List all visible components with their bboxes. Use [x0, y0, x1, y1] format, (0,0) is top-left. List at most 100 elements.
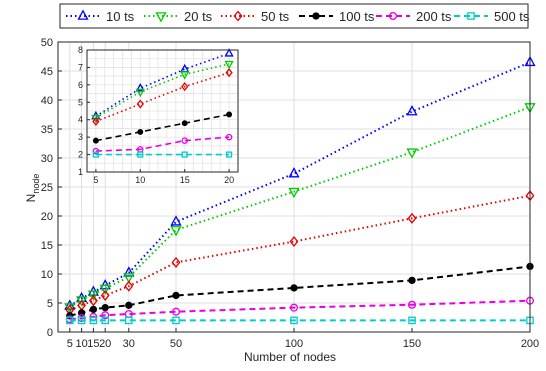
data-point: [87, 290, 99, 301]
inset-frame: [86, 49, 239, 173]
inset-y-tick-label: 8: [78, 45, 83, 55]
data-point: [290, 284, 298, 292]
data-point: [88, 295, 98, 307]
x-tick-label: 200: [521, 338, 539, 350]
x-tick-label: 15: [87, 338, 99, 350]
data-point: [288, 167, 300, 178]
inset-y-tick-label: 2: [78, 150, 83, 160]
inset-series-line: [95, 71, 230, 123]
data-point: [89, 305, 98, 314]
data-point: [125, 316, 133, 325]
y-tick-label: 35: [41, 124, 53, 136]
x-tick-label: 100: [285, 338, 303, 350]
y-tick-label: 15: [41, 240, 53, 252]
data-point: [76, 296, 88, 307]
inset-data-point: [181, 137, 188, 144]
data-point: [171, 256, 181, 268]
y-tick-label: 30: [41, 153, 53, 165]
data-point: [172, 291, 180, 300]
data-point: [171, 307, 181, 316]
inset-data-point: [137, 128, 144, 135]
legend-label: 200 ts: [416, 9, 452, 24]
y-tick-label: 10: [41, 269, 53, 281]
legend-marker: [388, 11, 398, 21]
data-point: [77, 316, 86, 325]
y-tick-label: 40: [41, 95, 53, 107]
y-tick-label: 25: [41, 182, 53, 194]
data-point: [289, 303, 299, 312]
data-point: [289, 235, 299, 248]
legend-box: [59, 3, 529, 29]
y-tick-label: 5: [47, 298, 53, 310]
inset-data-point: [92, 116, 100, 126]
data-point: [123, 273, 135, 284]
data-point: [408, 316, 416, 325]
data-point: [89, 316, 98, 325]
inset-data-point: [136, 99, 144, 109]
inset-data-point: [137, 151, 144, 158]
inset-data-point: [92, 147, 100, 155]
series-line: [69, 61, 531, 307]
inset-data-point: [92, 137, 99, 144]
data-point: [406, 105, 418, 116]
inset-series-line: [95, 63, 230, 119]
data-point: [100, 289, 110, 302]
inset-data-point: [181, 82, 189, 92]
inset-y-tick-label: 1: [78, 167, 83, 177]
data-point: [406, 148, 418, 159]
x-tick-label: 150: [403, 338, 421, 350]
inset-data-point: [180, 71, 190, 80]
y-tick-label: 0: [47, 327, 53, 339]
main-series-lines: [64, 55, 536, 325]
inset-x-tick-label: 10: [135, 175, 145, 185]
legend-label: 100 ts: [339, 9, 375, 24]
y-tick-label: 45: [41, 66, 53, 78]
legend-marker: [155, 12, 167, 23]
data-point: [101, 316, 110, 325]
data-point: [99, 284, 111, 296]
inset-data-point: [135, 88, 145, 98]
y-tick-label: 50: [41, 37, 53, 49]
x-tick-label: 5: [67, 338, 73, 350]
inset-y-tick-label: 7: [78, 62, 83, 72]
data-point: [407, 212, 417, 224]
inset-data-point: [226, 151, 233, 158]
inset-series-line: [95, 113, 230, 142]
data-point: [407, 300, 417, 309]
inset-data-point: [181, 120, 188, 127]
legend-marker: [467, 12, 475, 20]
legend-label: 500 ts: [494, 9, 530, 24]
data-point: [99, 279, 111, 290]
inset-y-tick-label: 6: [78, 80, 83, 90]
x-tick-label: 10: [75, 338, 87, 350]
data-point: [290, 316, 298, 325]
data-point: [66, 316, 74, 325]
inset-y-tick-label: 5: [78, 97, 83, 107]
data-point: [123, 266, 135, 277]
inset-data-point: [135, 82, 145, 92]
data-point: [170, 215, 182, 226]
y-axis-label-main: N: [24, 194, 38, 203]
data-point: [170, 226, 182, 237]
y-axis-label-subscript: node: [31, 174, 41, 194]
y-tick-label: 20: [41, 211, 53, 223]
inset-data-point: [92, 151, 99, 158]
legend-marker: [233, 10, 243, 22]
legend-marker: [312, 12, 320, 20]
legend-label: 10 ts: [106, 9, 135, 24]
data-point: [408, 276, 416, 285]
inset-data-point: [225, 68, 233, 78]
inset-data-point: [181, 151, 188, 158]
inset-series-line: [95, 136, 230, 152]
inset-data-point: [224, 60, 234, 70]
data-point: [172, 316, 180, 325]
inset-series-line: [95, 52, 230, 117]
inset-x-tick-label: 15: [180, 175, 190, 185]
y-axis-label: Nnode: [24, 174, 41, 203]
x-tick-label: 50: [170, 338, 182, 350]
x-axis-label: Number of nodes: [244, 350, 336, 364]
inset-x-tick-label: 20: [224, 175, 234, 185]
inset-chart: 1 2 3 4 5 6 7 8 5 10 15 20: [78, 45, 239, 185]
